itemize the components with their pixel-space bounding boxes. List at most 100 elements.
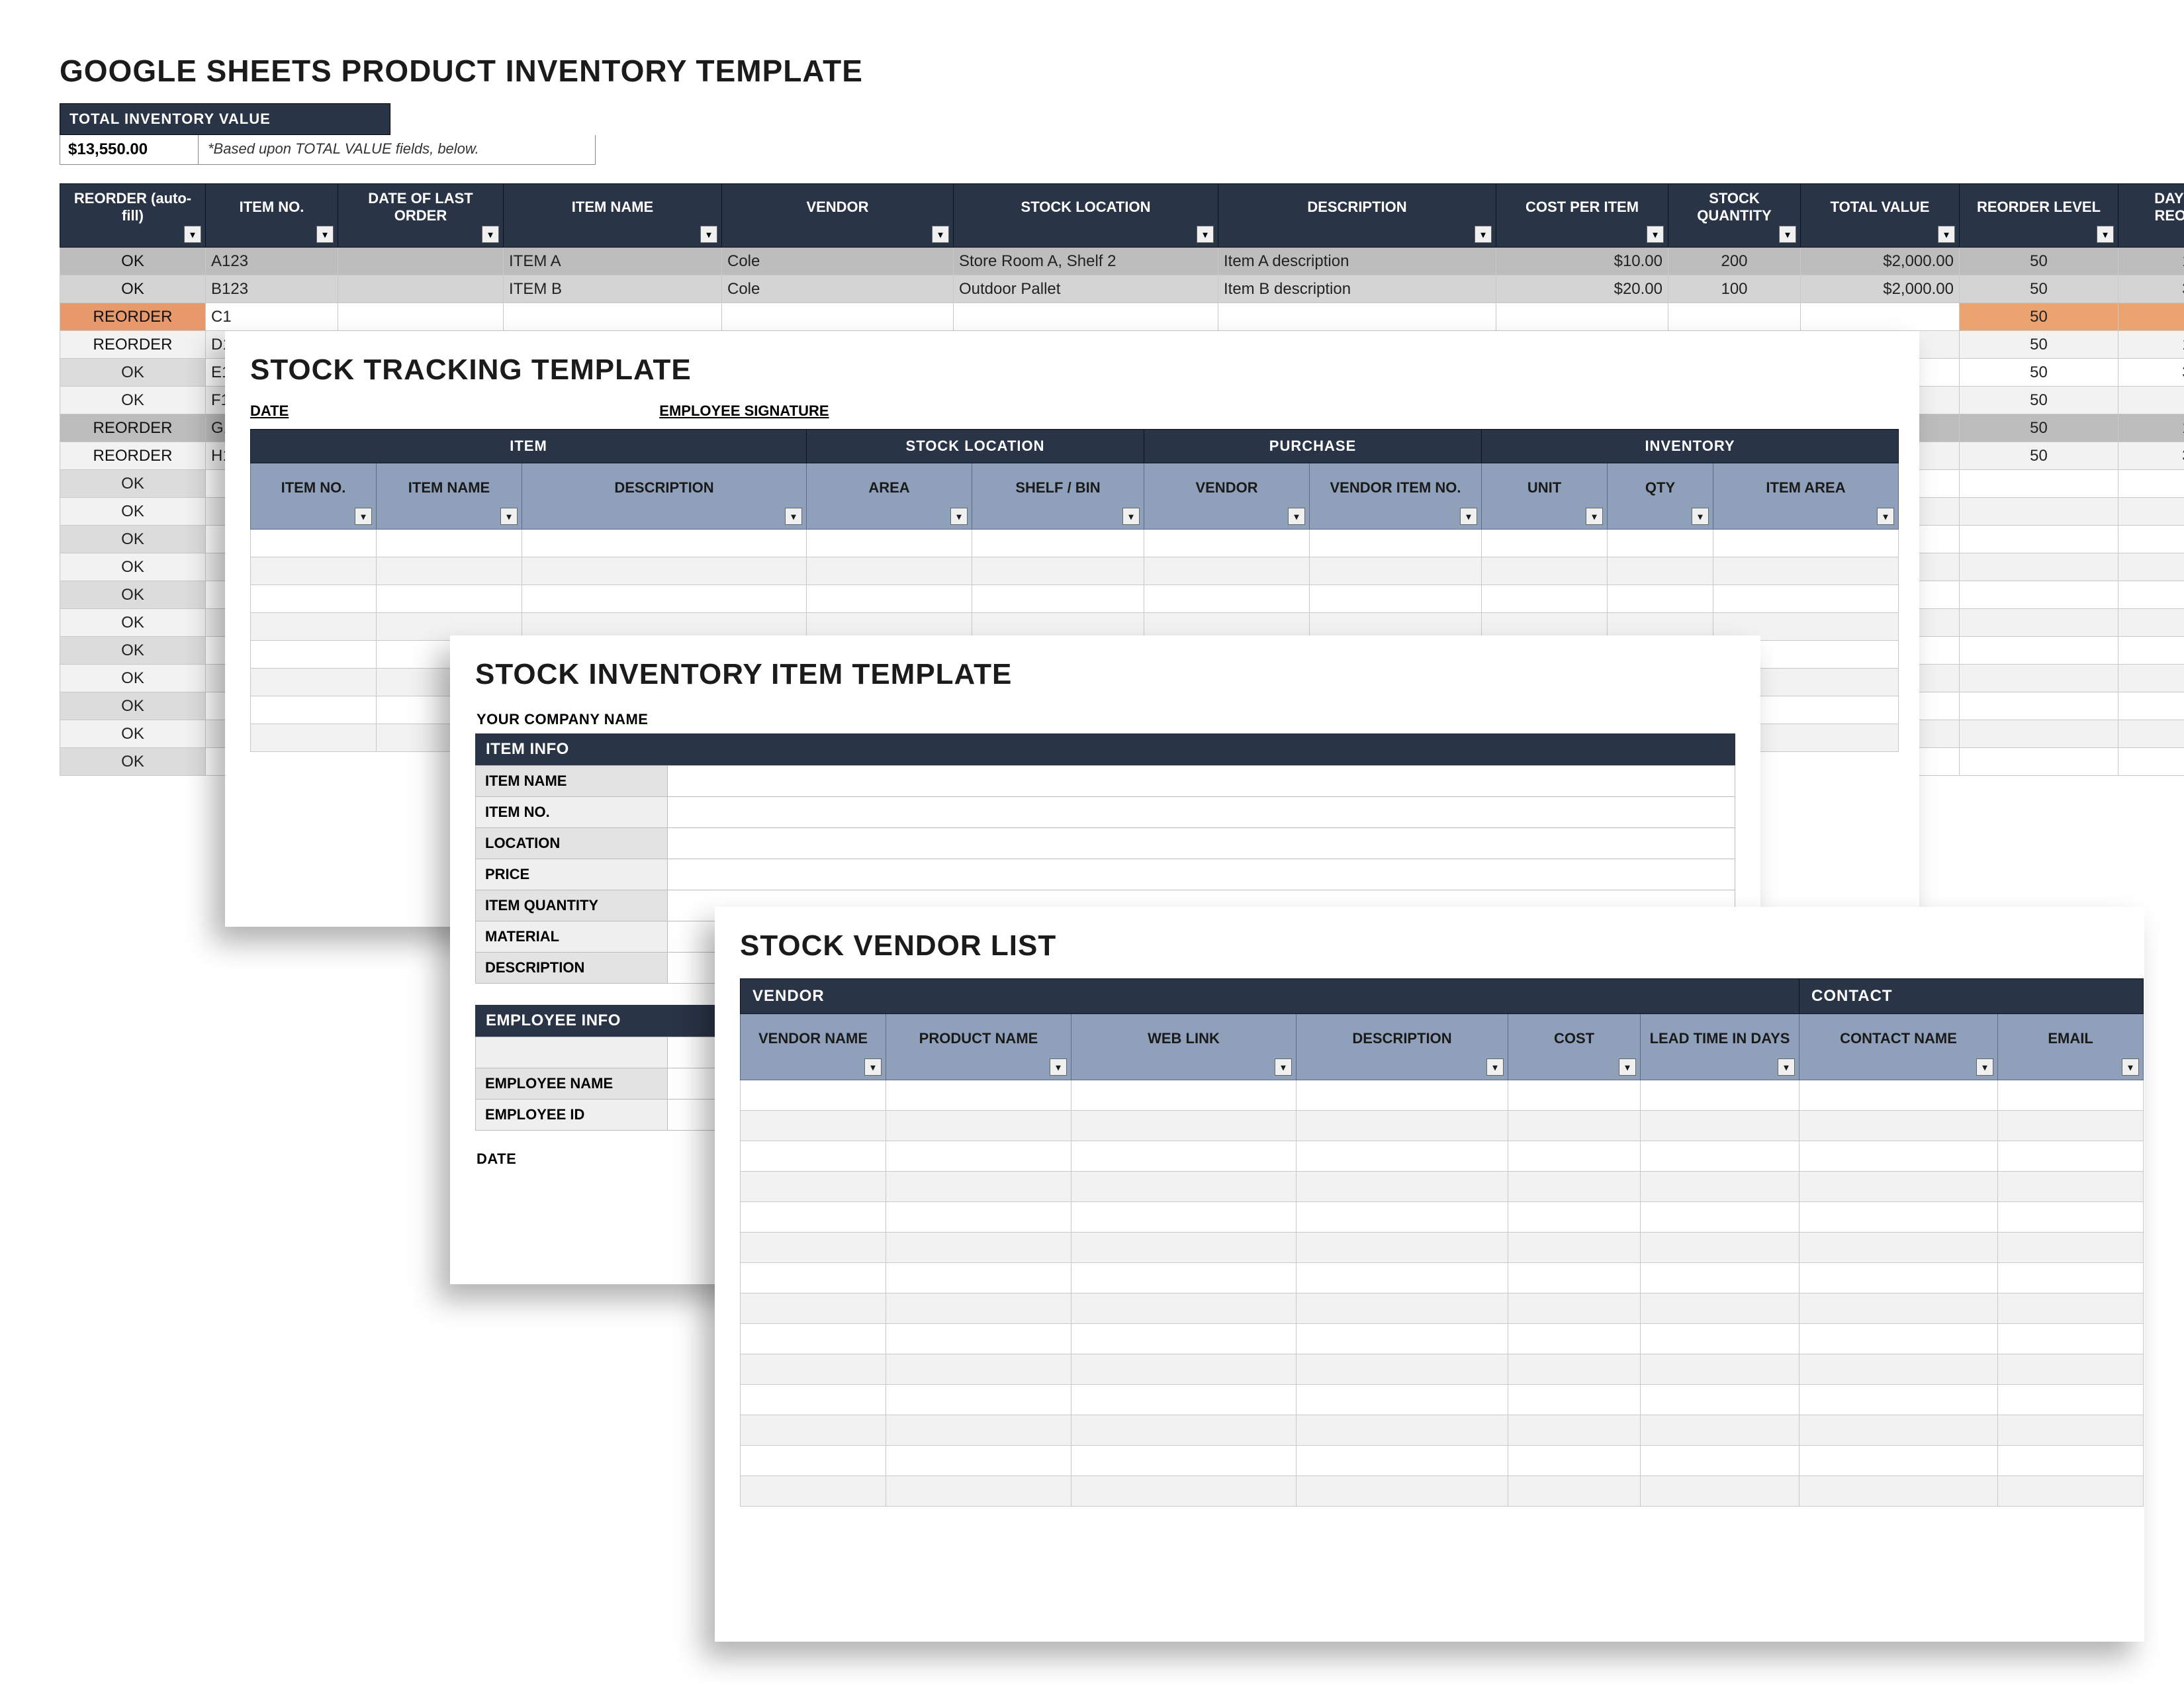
filter-dropdown-icon[interactable]: ▾	[1122, 508, 1140, 525]
tracking-col-1[interactable]: ITEM NAME▾	[377, 463, 522, 530]
vendor-cell[interactable]	[1297, 1111, 1508, 1141]
cell-reorder-level[interactable]: 50	[1960, 248, 2118, 275]
vendor-cell[interactable]	[1508, 1172, 1641, 1202]
cell-location[interactable]	[954, 303, 1218, 331]
cell-days[interactable]: 30	[2118, 359, 2184, 387]
tracking-cell[interactable]	[251, 669, 377, 696]
cell-date[interactable]	[338, 275, 504, 303]
vendor-cell[interactable]	[886, 1172, 1071, 1202]
filter-dropdown-icon[interactable]: ▾	[1586, 508, 1603, 525]
tracking-cell[interactable]	[1310, 530, 1482, 557]
vendor-cell[interactable]	[1071, 1172, 1297, 1202]
filter-dropdown-icon[interactable]: ▾	[1778, 1058, 1795, 1076]
filter-dropdown-icon[interactable]: ▾	[1619, 1058, 1636, 1076]
vendor-cell[interactable]	[1508, 1385, 1641, 1415]
tracking-col-8[interactable]: QTY▾	[1608, 463, 1713, 530]
vendor-cell[interactable]	[741, 1080, 886, 1111]
vendor-cell[interactable]	[1641, 1172, 1799, 1202]
vendor-cell[interactable]	[886, 1476, 1071, 1507]
cell-days[interactable]: 14	[2118, 414, 2184, 442]
vendor-cell[interactable]	[886, 1293, 1071, 1324]
vendor-cell[interactable]	[741, 1263, 886, 1293]
tracking-col-2[interactable]: DESCRIPTION▾	[522, 463, 807, 530]
vendor-cell[interactable]	[886, 1446, 1071, 1476]
tracking-cell[interactable]	[522, 585, 807, 613]
filter-dropdown-icon[interactable]: ▾	[1275, 1058, 1292, 1076]
cell-item-name[interactable]: ITEM A	[504, 248, 722, 275]
vendor-cell[interactable]	[1998, 1354, 2144, 1385]
cell-days[interactable]: 14	[2118, 331, 2184, 359]
cell-location[interactable]: Store Room A, Shelf 2	[954, 248, 1218, 275]
vendor-cell[interactable]	[886, 1111, 1071, 1141]
vendor-cell[interactable]	[1297, 1324, 1508, 1354]
table-row[interactable]	[251, 557, 1899, 585]
filter-dropdown-icon[interactable]: ▾	[1050, 1058, 1067, 1076]
vendor-cell[interactable]	[1297, 1172, 1508, 1202]
vendor-cell[interactable]	[1641, 1324, 1799, 1354]
vendor-cell[interactable]	[1071, 1354, 1297, 1385]
cell-item-no[interactable]: C1	[206, 303, 338, 331]
vendor-cell[interactable]	[1641, 1263, 1799, 1293]
vendor-cell[interactable]	[1998, 1324, 2144, 1354]
vendor-cell[interactable]	[1799, 1263, 1998, 1293]
vendor-cell[interactable]	[1508, 1141, 1641, 1172]
vendor-cell[interactable]	[1297, 1263, 1508, 1293]
tracking-cell[interactable]	[1713, 530, 1899, 557]
vendor-cell[interactable]	[1071, 1111, 1297, 1141]
table-row[interactable]: OK B123 ITEM B Cole Outdoor Pallet Item …	[60, 275, 2184, 303]
cell-vendor[interactable]: Cole	[722, 248, 954, 275]
tracking-col-0[interactable]: ITEM NO.▾	[251, 463, 377, 530]
cell-days[interactable]: 2	[2118, 387, 2184, 414]
inventory-col-6[interactable]: DESCRIPTION▾	[1218, 184, 1496, 248]
vendor-cell[interactable]	[1297, 1080, 1508, 1111]
vendor-cell[interactable]	[1071, 1263, 1297, 1293]
table-row[interactable]	[741, 1263, 2144, 1293]
table-row[interactable]	[741, 1202, 2144, 1233]
vendor-cell[interactable]	[1071, 1233, 1297, 1263]
vendor-cell[interactable]	[1297, 1141, 1508, 1172]
vendor-cell[interactable]	[1799, 1141, 1998, 1172]
tracking-cell[interactable]	[1144, 530, 1310, 557]
vendor-cell[interactable]	[1071, 1446, 1297, 1476]
tracking-cell[interactable]	[1144, 585, 1310, 613]
table-row[interactable]	[741, 1415, 2144, 1446]
vendor-col-0[interactable]: VENDOR NAME▾	[741, 1014, 886, 1080]
table-row[interactable]	[741, 1446, 2144, 1476]
table-row[interactable]	[741, 1354, 2144, 1385]
tracking-cell[interactable]	[807, 557, 972, 585]
vendor-cell[interactable]	[1508, 1354, 1641, 1385]
table-row[interactable]	[741, 1111, 2144, 1141]
vendor-cell[interactable]	[1508, 1202, 1641, 1233]
vendor-col-1[interactable]: PRODUCT NAME▾	[886, 1014, 1071, 1080]
vendor-cell[interactable]	[1998, 1263, 2144, 1293]
item-field-value[interactable]	[668, 797, 1735, 827]
vendor-cell[interactable]	[886, 1385, 1071, 1415]
cell-reorder-level[interactable]: 50	[1960, 331, 2118, 359]
vendor-cell[interactable]	[1508, 1293, 1641, 1324]
filter-dropdown-icon[interactable]: ▾	[1197, 226, 1214, 243]
vendor-cell[interactable]	[1071, 1293, 1297, 1324]
cell-item-no[interactable]: A123	[206, 248, 338, 275]
filter-dropdown-icon[interactable]: ▾	[184, 226, 201, 243]
vendor-cell[interactable]	[741, 1293, 886, 1324]
tracking-cell[interactable]	[972, 557, 1144, 585]
vendor-cell[interactable]	[1998, 1415, 2144, 1446]
table-row[interactable]	[741, 1233, 2144, 1263]
vendor-cell[interactable]	[1071, 1202, 1297, 1233]
cell-reorder-level[interactable]: 50	[1960, 414, 2118, 442]
vendor-col-6[interactable]: CONTACT NAME▾	[1799, 1014, 1998, 1080]
vendor-col-5[interactable]: LEAD TIME IN DAYS▾	[1641, 1014, 1799, 1080]
inventory-col-7[interactable]: COST PER ITEM▾	[1496, 184, 1668, 248]
inventory-col-1[interactable]: ITEM NO.▾	[206, 184, 338, 248]
vendor-cell[interactable]	[886, 1233, 1071, 1263]
vendor-cell[interactable]	[1641, 1354, 1799, 1385]
vendor-cell[interactable]	[1799, 1202, 1998, 1233]
cell-reorder-level[interactable]: 50	[1960, 303, 2118, 331]
cell-description[interactable]	[1218, 303, 1496, 331]
vendor-cell[interactable]	[1297, 1202, 1508, 1233]
vendor-cell[interactable]	[1799, 1111, 1998, 1141]
table-row[interactable]	[741, 1293, 2144, 1324]
vendor-cell[interactable]	[1998, 1446, 2144, 1476]
vendor-cell[interactable]	[1071, 1324, 1297, 1354]
table-row[interactable]	[251, 585, 1899, 613]
